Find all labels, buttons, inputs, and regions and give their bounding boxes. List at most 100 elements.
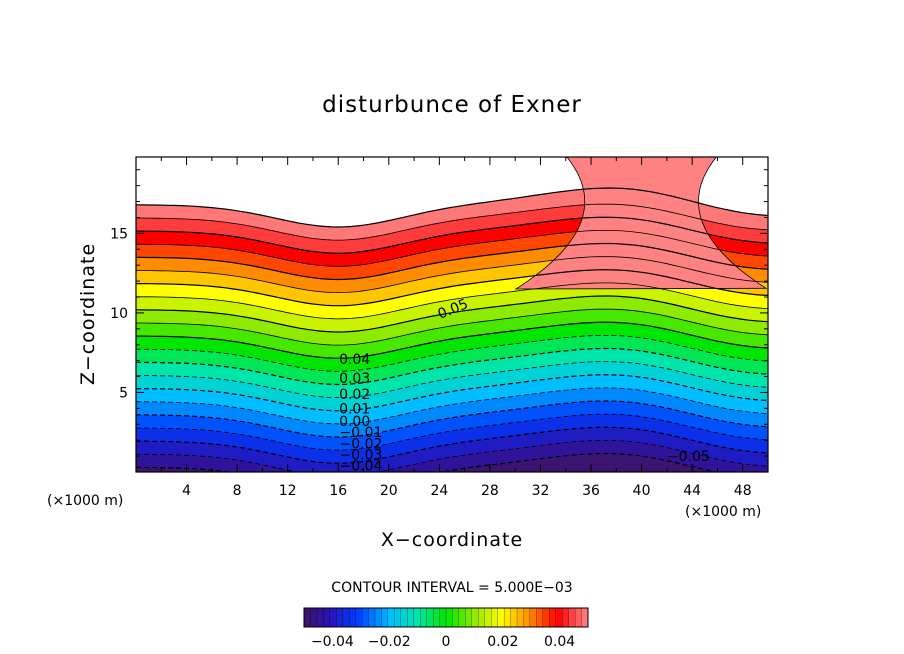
contour-line: [136, 361, 768, 399]
contour-line: [136, 230, 768, 267]
x-tick-label: 16: [329, 483, 347, 499]
contour-label: −0.05: [667, 449, 710, 465]
contour-line: [136, 187, 768, 228]
colorbar-cell: [516, 607, 524, 628]
x-tick-label: 12: [279, 483, 297, 499]
plot-frame: [135, 156, 769, 473]
colorbar-cell: [536, 607, 544, 628]
colorbar-tick-label: 0.04: [544, 634, 575, 650]
x-tick-label: 24: [430, 483, 448, 499]
contour-line: [136, 335, 768, 372]
colorbar-cell: [574, 607, 582, 628]
colorbar-cell: [445, 607, 453, 628]
contour-line: [136, 203, 768, 241]
colorbar-cell: [413, 607, 421, 628]
contour-line: [136, 347, 768, 386]
contour-label-layer: 0.050.040.030.020.010.00−0.01−0.02−0.03−…: [339, 296, 710, 474]
contour-label: −0.03: [340, 448, 383, 464]
plot-area: [136, 157, 768, 472]
contour-line: [136, 426, 768, 464]
contour-line: [136, 216, 768, 254]
colorbar-tick-label: −0.04: [311, 634, 354, 650]
x-tick-label: 44: [683, 483, 701, 499]
x-tick-label: 32: [532, 483, 550, 499]
contour-line: [136, 413, 768, 451]
contour-lines: [136, 187, 768, 472]
colorbar-cell: [581, 607, 589, 628]
colorbar-cell: [562, 607, 570, 628]
colorbar-cell: [361, 607, 369, 628]
x-tick-label: 28: [481, 483, 499, 499]
contour-line: [136, 308, 768, 346]
colorbar-cell: [458, 607, 466, 628]
colorbar-cell: [426, 607, 434, 628]
colorbar-cell: [529, 607, 537, 628]
contour-interval-text: CONTOUR INTERVAL = 5.000E−03: [331, 580, 572, 596]
colorbar-cell: [355, 607, 363, 628]
x-tick-label: 48: [734, 483, 752, 499]
colorbar-cell: [387, 607, 395, 628]
contour-band: [136, 453, 716, 472]
colorbar-tick-label: −0.02: [368, 634, 411, 650]
colorbar-cell: [381, 607, 389, 628]
colorbar-cell: [400, 607, 408, 628]
colorbar-cell: [407, 607, 415, 628]
x-tick-label: 20: [380, 483, 398, 499]
contour-line: [136, 282, 768, 320]
colorbar-cell: [491, 607, 499, 628]
contour-line: [136, 452, 719, 472]
colorbar-cell: [568, 607, 576, 628]
colorbar-cell: [342, 607, 350, 628]
contour-line: [136, 321, 768, 359]
contour-line: [136, 295, 768, 333]
colorbar-cell: [394, 607, 402, 628]
colorbar-frame: [303, 607, 589, 628]
colorbar-cell: [329, 607, 337, 628]
colorbar-cell: [510, 607, 518, 628]
contour-label: 0.01: [339, 401, 370, 417]
contour-label: 0.04: [339, 352, 370, 368]
colorbar-cell: [465, 607, 473, 628]
colorbar-cell: [303, 607, 311, 628]
contour-line: [136, 400, 768, 438]
contour-line: [136, 387, 768, 425]
colorbar: −0.04 −0.02 0 0.02 0.04: [303, 607, 589, 650]
y-unit-label: (×1000 m): [47, 493, 123, 509]
contour-label: 0.02: [339, 387, 370, 403]
colorbar-cell: [542, 607, 550, 628]
contour-label: −0.02: [340, 436, 383, 452]
contour-fill: [136, 157, 768, 472]
contour-label: 0.03: [339, 371, 370, 387]
colorbar-cell: [471, 607, 479, 628]
colorbar-cell: [323, 607, 331, 628]
x-axis-label: X−coordinate: [381, 529, 523, 551]
contour-line: [136, 269, 768, 307]
colorbar-cell: [478, 607, 486, 628]
contour-line: [136, 374, 768, 412]
contour-band-high: [514, 157, 768, 290]
colorbar-cell: [484, 607, 492, 628]
colorbar-cell: [497, 607, 505, 628]
y-axis-label: Z−coordinate: [77, 243, 99, 385]
contour-line: [136, 242, 768, 281]
colorbar-cell: [549, 607, 557, 628]
y-tick-label: 15: [110, 226, 128, 242]
contour-line: [136, 440, 768, 472]
contour-line: [136, 256, 768, 294]
colorbar-cell: [503, 607, 511, 628]
colorbar-cell: [310, 607, 318, 628]
y-tick-label: 10: [110, 306, 128, 322]
contour-label: −0.01: [340, 425, 383, 441]
colorbar-cell: [374, 607, 382, 628]
y-tick-label: 5: [119, 385, 128, 401]
colorbar-cell: [368, 607, 376, 628]
contour-label: 0.00: [339, 414, 370, 430]
colorbar-cell: [349, 607, 357, 628]
x-unit-label: (×1000 m): [685, 504, 761, 520]
colorbar-cell: [452, 607, 460, 628]
colorbar-cell: [555, 607, 563, 628]
x-tick-label: 40: [633, 483, 651, 499]
contour-label: −0.04: [340, 459, 383, 475]
